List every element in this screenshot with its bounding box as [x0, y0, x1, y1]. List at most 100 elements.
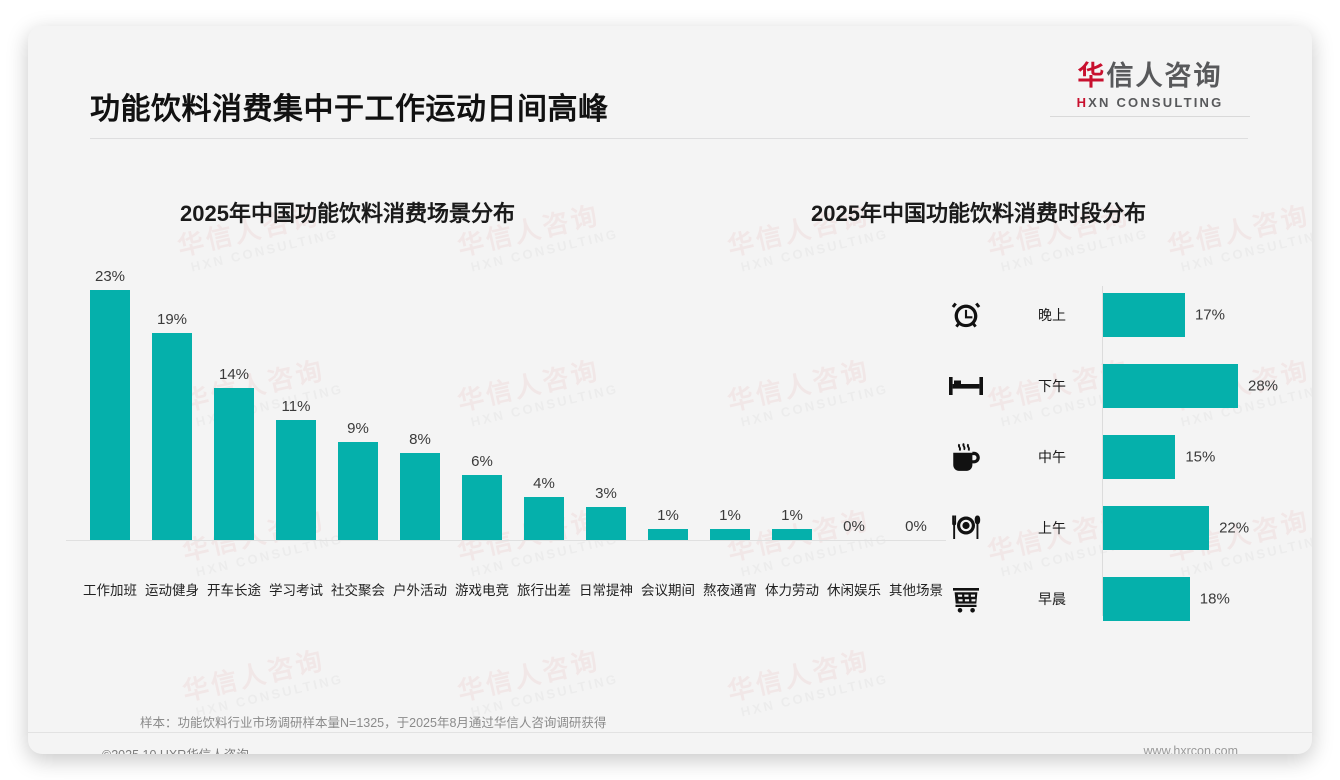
watermark-cn-text: 华信人咨询 [454, 644, 603, 707]
scenario-category-label: 日常提神 [579, 583, 633, 598]
alarm-clock-icon [946, 295, 986, 335]
scenario-category-label: 休闲娱乐 [827, 583, 881, 598]
scenario-bar-value-label: 9% [347, 420, 369, 438]
scenario-bar [710, 529, 750, 540]
scenario-chart-baseline [66, 540, 946, 541]
scenario-bar-column: 4% [512, 475, 576, 540]
shopping-cart-icon [946, 579, 986, 619]
scenario-bar-column: 14% [202, 366, 266, 540]
watermark-cn-text: 华信人咨询 [1164, 199, 1312, 262]
scenario-category-label: 会议期间 [641, 583, 695, 598]
scenario-bar [648, 529, 688, 540]
header-divider [90, 138, 1248, 139]
timeslot-bar-value-label: 15% [1185, 448, 1216, 466]
slide-card: 功能饮料消费集中于工作运动日间高峰 华信人咨询 HXN CONSULTING 华… [28, 26, 1312, 754]
scenario-bar-value-label: 0% [905, 518, 927, 535]
footer-divider [28, 732, 1312, 733]
scenario-bar-value-label: 14% [218, 365, 250, 383]
logo-en-rest: XN CONSULTING [1088, 94, 1224, 110]
footer-copyright: ©2025.10 HXR华信人咨询 [102, 744, 249, 754]
scenario-bar [152, 333, 192, 540]
scenario-category-label: 开车长途 [207, 583, 261, 598]
scenario-category-label: 社交聚会 [331, 583, 385, 598]
timeslot-bar-value-label: 17% [1194, 306, 1225, 324]
page-title: 功能饮料消费集中于工作运动日间高峰 [90, 93, 609, 126]
brand-logo: 华信人咨询 HXN CONSULTING [1050, 61, 1250, 117]
timeslot-bar-value-label: 28% [1248, 377, 1279, 395]
logo-en-highlight: H [1076, 94, 1089, 110]
scenario-category-label: 体力劳动 [765, 583, 819, 598]
timeslot-category-label: 早晨 [1038, 591, 1066, 607]
sample-note: 样本：功能饮料行业市场调研样本量N=1325，于2025年8月通过华信人咨询调研… [140, 716, 607, 730]
scenario-bar-value-label: 1% [719, 507, 741, 525]
scenario-bar-column: 1% [698, 507, 762, 540]
scenario-bar [90, 290, 130, 540]
watermark-cn-text: 华信人咨询 [724, 644, 873, 707]
scenario-category-label: 运动健身 [145, 583, 199, 598]
scenario-bar-column: 9% [326, 420, 390, 540]
timeslot-bar-value-label: 18% [1199, 590, 1230, 608]
scenario-bar-value-label: 0% [843, 518, 865, 535]
scenario-bar-chart: 23% 19% 14% 11% 9% 8% 6% 4% 3% 1% 1% 1% 0% 0% 工作加班 运动健… [48, 266, 953, 611]
watermark-en-text: HXN CONSULTING [739, 670, 890, 720]
timeslot-bar-chart: 晚上 17% 下午 28% 中午 15% 上午 22% 早晨 18% [928, 266, 1308, 626]
scenario-bar-column: 11% [264, 398, 328, 540]
scenario-bar-value-label: 6% [471, 452, 493, 470]
scenario-bar-column: 1% [760, 507, 824, 540]
timeslot-bar-value-label: 22% [1219, 519, 1250, 537]
timeslot-bar [1103, 506, 1210, 550]
logo-cn-highlight: 华 [1077, 61, 1107, 91]
scenario-bar [772, 529, 812, 540]
scenario-bar-column: 19% [140, 311, 204, 540]
scenario-bar-column: 0% [822, 518, 886, 540]
coffee-mug-icon [946, 437, 986, 477]
scenario-category-label: 学习考试 [269, 583, 323, 598]
watermark-cn-text: 华信人咨询 [179, 644, 328, 707]
scenario-bar [586, 507, 626, 540]
scenario-bar-value-label: 4% [533, 474, 555, 492]
scenario-bar [276, 420, 316, 540]
scenario-bar [214, 387, 254, 540]
logo-cn-rest: 信人咨询 [1106, 61, 1223, 91]
timeslot-row: 下午 28% [928, 355, 1308, 417]
scenario-bar [462, 474, 502, 540]
scenario-bar-value-label: 23% [94, 268, 126, 285]
timeslot-category-label: 上午 [1038, 520, 1066, 536]
timeslot-row: 早晨 18% [928, 568, 1308, 630]
scenario-bar [524, 496, 564, 540]
scenario-category-label: 旅行出差 [517, 583, 571, 598]
scenario-category-label: 工作加班 [83, 583, 137, 598]
bed-icon [946, 366, 986, 406]
scenario-bar-column: 3% [574, 485, 638, 540]
scenario-category-label: 游戏电竞 [455, 583, 509, 598]
scenario-bar-column: 0% [884, 518, 948, 540]
timeslot-category-label: 下午 [1038, 378, 1066, 394]
timeslot-category-label: 晚上 [1038, 307, 1066, 323]
timeslot-row: 中午 15% [928, 426, 1308, 488]
timeslot-category-label: 中午 [1038, 449, 1066, 465]
logo-chinese-text: 华信人咨询 [1050, 61, 1250, 92]
logo-underline [1050, 115, 1250, 117]
dining-plate-icon [946, 508, 986, 548]
left-chart-title: 2025年中国功能饮料消费场景分布 [180, 201, 515, 226]
scenario-bar-value-label: 1% [781, 507, 803, 525]
logo-english-text: HXN CONSULTING [1050, 95, 1250, 110]
scenario-bar-value-label: 19% [156, 311, 188, 329]
slide-header: 功能饮料消费集中于工作运动日间高峰 华信人咨询 HXN CONSULTING [28, 26, 1312, 126]
scenario-bar-column: 8% [388, 431, 452, 540]
timeslot-bar [1103, 577, 1190, 621]
timeslot-bar [1103, 293, 1185, 337]
footer-website: www.hxrcon.com [1143, 744, 1238, 754]
scenario-bar-value-label: 3% [595, 485, 617, 503]
scenario-bar-column: 6% [450, 453, 514, 540]
scenario-bar-value-label: 11% [281, 398, 311, 416]
scenario-bar-column: 1% [636, 507, 700, 540]
scenario-bar-value-label: 8% [409, 431, 431, 449]
scenario-bar-value-label: 1% [657, 507, 679, 525]
timeslot-bar [1103, 364, 1238, 408]
scenario-bar [338, 442, 378, 540]
